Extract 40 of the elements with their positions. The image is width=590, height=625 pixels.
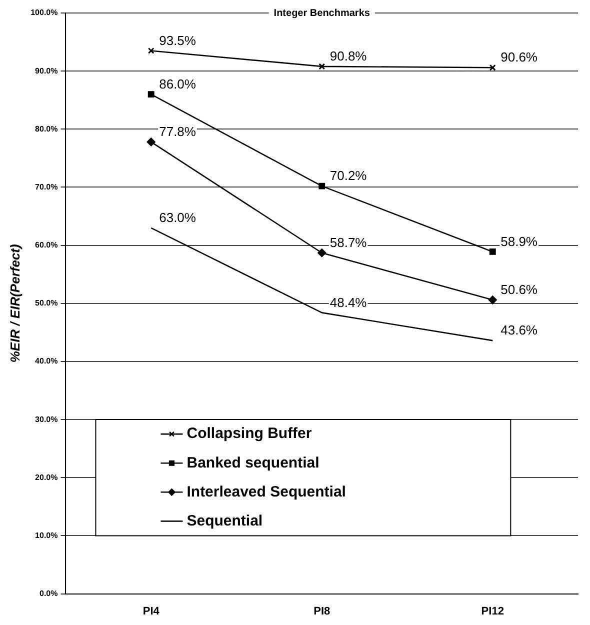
y-tick-label: 90.0% [35,66,58,76]
x-tick-label: PI12 [481,605,504,618]
point [318,63,326,70]
x-tick-label: PI8 [314,605,330,618]
y-tick-label: 30.0% [35,414,58,424]
point [489,248,496,255]
y-tick-label: 40.0% [35,356,58,366]
x-tick-label: PI4 [142,605,160,618]
data-label: 58.9% [500,234,538,249]
data-label: 90.8% [330,48,368,64]
y-tick-label: 50.0% [35,298,58,308]
data-label: 90.6% [500,50,538,65]
data-label: 63.0% [159,210,196,225]
point [488,296,497,304]
y-tick-label: 100.0% [30,8,58,18]
point [148,91,154,98]
legend-label: Collapsing Buffer [186,425,312,442]
chart-title: Integer Benchmarks [274,8,370,19]
data-label: 77.8% [159,124,196,140]
data-label: 50.6% [500,282,538,297]
data-label: 86.0% [159,76,196,92]
y-axis-title: %EIR / EIR(Perfect) [7,244,22,363]
data-label: 48.4% [330,294,368,310]
y-tick-label: 80.0% [35,124,58,134]
y-tick-label: 20.0% [35,472,58,482]
y-tick-label: 70.0% [35,182,58,192]
point [318,248,326,258]
legend-label: Sequential [186,512,263,530]
data-label: 70.2% [330,168,368,184]
data-label: 93.5% [159,32,196,48]
legend-label: Interleaved Sequential [186,483,346,500]
y-tick-label: 10.0% [35,530,58,540]
point [146,138,156,146]
point [148,48,154,54]
data-label: 58.7% [330,234,368,250]
legend-label: Banked sequential [186,454,320,472]
y-tick-label: 60.0% [35,240,58,250]
data-label: 43.6% [500,322,538,338]
point [318,182,326,190]
y-tick-label: 0.0% [40,589,58,598]
